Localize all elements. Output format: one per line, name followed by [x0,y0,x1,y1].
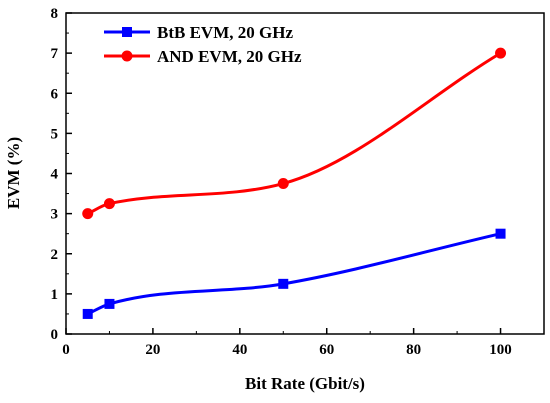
axis-ticks: 0 20 40 60 80 100 0 1 2 3 4 5 6 7 8 [51,6,512,358]
x-axis-title: Bit Rate (Gbit/s) [245,374,365,393]
y-tick-label: 8 [51,6,59,22]
y-tick-label: 4 [51,167,59,183]
y-tick-label: 3 [51,207,59,223]
series-line-1 [87,51,502,215]
series-layer [82,47,507,319]
series-line-0 [87,232,501,316]
plot-frame [65,12,545,335]
data-point-1 [277,178,289,190]
x-tick-label: 60 [319,342,334,358]
legend-marker-1 [121,50,133,62]
legend-label-1: AND EVM, 20 GHz [157,47,302,66]
x-tick-label: 20 [145,342,160,358]
legend-label-0: BtB EVM, 20 GHz [157,23,293,42]
y-tick-label: 1 [51,287,59,303]
data-point-0 [495,228,506,239]
data-point-1 [82,208,94,220]
legend-marker-0 [122,27,132,37]
y-tick-label: 6 [51,86,59,102]
y-tick-label: 7 [51,46,59,62]
data-point-1 [495,47,507,59]
x-tick-label: 100 [489,342,512,358]
y-tick-label: 2 [51,247,59,263]
data-point-0 [278,278,289,289]
legend: BtB EVM, 20 GHz AND EVM, 20 GHz [104,23,302,66]
data-point-0 [82,308,93,319]
x-tick-label: 0 [62,342,70,358]
y-tick-label: 0 [51,327,59,343]
y-tick-label: 5 [51,126,59,142]
x-tick-label: 80 [406,342,421,358]
y-axis-title: EVM (%) [4,137,23,209]
data-point-0 [104,298,115,309]
x-tick-label: 40 [232,342,247,358]
data-point-1 [103,198,115,210]
